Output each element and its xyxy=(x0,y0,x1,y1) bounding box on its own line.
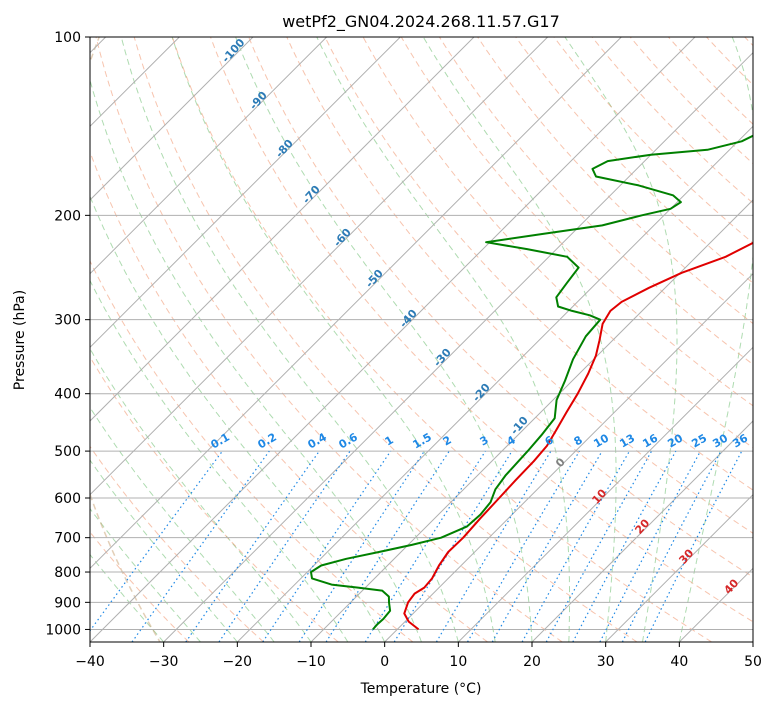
moist-adiabat-line xyxy=(90,507,201,642)
y-axis-ticks: 1000 900 800 700 600 500 400 300 200 100 xyxy=(45,30,90,638)
y-tick-label: 900 xyxy=(54,595,81,611)
mixing-ratio-line xyxy=(572,450,677,642)
x-tick-label: −10 xyxy=(296,654,326,670)
x-tick-label: 30 xyxy=(597,654,615,670)
mixing-ratio-line xyxy=(393,450,513,642)
plot-area xyxy=(90,37,753,642)
series-line-2 xyxy=(310,134,753,631)
mixing-ratio-line xyxy=(298,450,425,642)
y-tick-label: 500 xyxy=(54,444,81,460)
y-tick-label: 200 xyxy=(54,208,81,224)
moist-adiabat-line xyxy=(564,37,678,642)
moist-adiabat-line xyxy=(235,37,533,642)
moist-adiabat-line xyxy=(90,459,238,642)
skewed-isotherms xyxy=(90,37,753,642)
x-tick-label: 10 xyxy=(449,654,467,670)
dry-adiabat-line xyxy=(90,445,264,642)
moist-adiabat-line xyxy=(171,37,496,642)
x-tick-label: −30 xyxy=(149,654,179,670)
dry-adiabat-line xyxy=(515,37,753,284)
x-tick-label: 40 xyxy=(670,654,688,670)
y-tick-label: 800 xyxy=(54,565,81,581)
mixing-ratio-line xyxy=(218,450,351,642)
dry-adiabat-line xyxy=(324,37,753,491)
isotherm-line xyxy=(457,346,753,642)
mixing-ratio-line xyxy=(262,450,392,642)
isotherm-line xyxy=(310,199,753,642)
isotherm-line xyxy=(90,37,549,496)
x-tick-label: 50 xyxy=(744,654,762,670)
y-tick-label: 100 xyxy=(54,30,81,46)
dry-adiabat-line xyxy=(286,37,753,534)
dry-adiabat-line xyxy=(90,259,414,642)
y-tick-label: 300 xyxy=(54,313,81,329)
isotherm-line xyxy=(605,493,753,642)
isotherm-line xyxy=(90,37,475,422)
moist-adiabat-line xyxy=(120,37,459,642)
isotherm-line xyxy=(90,37,401,349)
y-tick-label: 600 xyxy=(54,491,81,507)
isotherm-line xyxy=(90,37,328,275)
moist-adiabat-line xyxy=(90,78,422,642)
sounding-series xyxy=(310,134,753,631)
dry-adiabat-line xyxy=(248,37,753,578)
moist-adiabat-line xyxy=(90,553,165,642)
mixing-ratio-line xyxy=(185,450,320,642)
isotherm-line xyxy=(163,51,753,642)
moist-adiabat-line xyxy=(422,37,617,642)
dry-adiabat-line xyxy=(133,37,638,642)
mixing-ratio-line xyxy=(466,450,580,642)
mixing-ratio-line xyxy=(599,450,702,642)
x-tick-label: −40 xyxy=(75,654,105,670)
dry-adiabat-line xyxy=(210,37,753,623)
x-tick-label: −20 xyxy=(223,654,253,670)
moist-adiabat-line xyxy=(90,195,386,642)
isotherm-line xyxy=(90,37,622,570)
x-tick-label: 0 xyxy=(380,654,389,670)
y-axis-label: Pressure (hPa) xyxy=(12,290,28,390)
y-tick-label: 400 xyxy=(54,387,81,403)
isotherm-line xyxy=(236,125,753,642)
moist-adiabat-line xyxy=(316,37,571,642)
y-tick-label: 700 xyxy=(54,531,81,547)
chart-title: wetPf2_GN04.2024.268.11.57.G17 xyxy=(282,12,560,32)
mixing-ratio-lines xyxy=(90,450,743,642)
y-tick-label: 1000 xyxy=(45,622,81,638)
mixing-ratio-line xyxy=(435,450,552,642)
plot-frame xyxy=(89,36,754,643)
isotherm-line xyxy=(531,420,753,642)
x-tick-label: 20 xyxy=(523,654,541,670)
x-axis-label: Temperature (°C) xyxy=(360,681,482,697)
series-line-1 xyxy=(403,241,753,631)
isotherm-line xyxy=(90,37,696,642)
mixing-ratio-line xyxy=(364,450,486,642)
moist-adiabat-line xyxy=(678,37,753,642)
isotherm-line xyxy=(384,272,753,642)
moist-adiabat-line xyxy=(90,406,275,642)
isotherm-line xyxy=(90,37,254,201)
x-axis-ticks: −40 −30 −20 −10 0 10 20 30 40 50 xyxy=(75,642,762,670)
mixing-ratio-line xyxy=(325,450,450,642)
dry-adiabat-line xyxy=(95,37,563,642)
